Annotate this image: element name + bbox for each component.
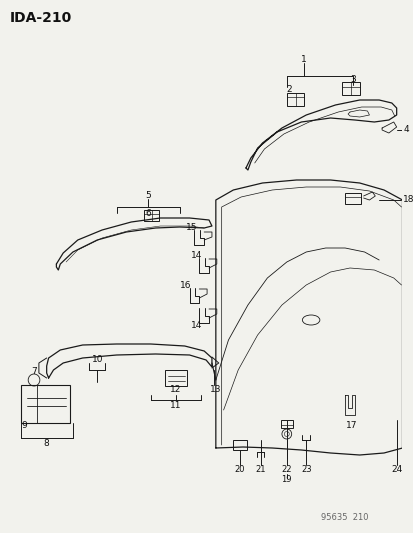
Text: 14: 14 xyxy=(190,252,202,261)
Text: 16: 16 xyxy=(180,281,191,290)
Text: 24: 24 xyxy=(390,465,401,474)
Text: 19: 19 xyxy=(281,475,291,484)
Text: 23: 23 xyxy=(300,465,311,474)
Text: 21: 21 xyxy=(255,465,265,474)
Text: 22: 22 xyxy=(281,465,291,474)
Text: 3: 3 xyxy=(349,76,355,85)
Text: 6: 6 xyxy=(145,209,150,219)
Text: 5: 5 xyxy=(145,191,150,200)
Bar xyxy=(165,370,186,386)
Bar xyxy=(280,420,292,428)
Text: 7: 7 xyxy=(31,367,37,376)
Text: 1: 1 xyxy=(301,55,306,64)
Text: 10: 10 xyxy=(91,356,103,365)
Bar xyxy=(342,82,359,95)
Text: 17: 17 xyxy=(345,421,357,430)
Text: 14: 14 xyxy=(190,320,202,329)
Text: 18: 18 xyxy=(401,196,413,205)
Text: IDA-210: IDA-210 xyxy=(9,11,72,25)
Bar xyxy=(21,385,70,423)
Text: 13: 13 xyxy=(209,385,221,394)
Bar xyxy=(344,193,360,204)
Text: 8: 8 xyxy=(44,440,50,448)
Text: 12: 12 xyxy=(170,385,181,394)
Bar xyxy=(286,93,304,106)
Bar xyxy=(144,210,159,221)
Bar xyxy=(233,440,246,450)
Text: 9: 9 xyxy=(21,421,27,430)
Text: 95635  210: 95635 210 xyxy=(320,513,368,522)
Text: 20: 20 xyxy=(234,465,245,474)
Text: 11: 11 xyxy=(170,401,181,410)
Text: 2: 2 xyxy=(285,85,291,93)
Text: 4: 4 xyxy=(403,125,408,134)
Text: 15: 15 xyxy=(185,223,197,232)
